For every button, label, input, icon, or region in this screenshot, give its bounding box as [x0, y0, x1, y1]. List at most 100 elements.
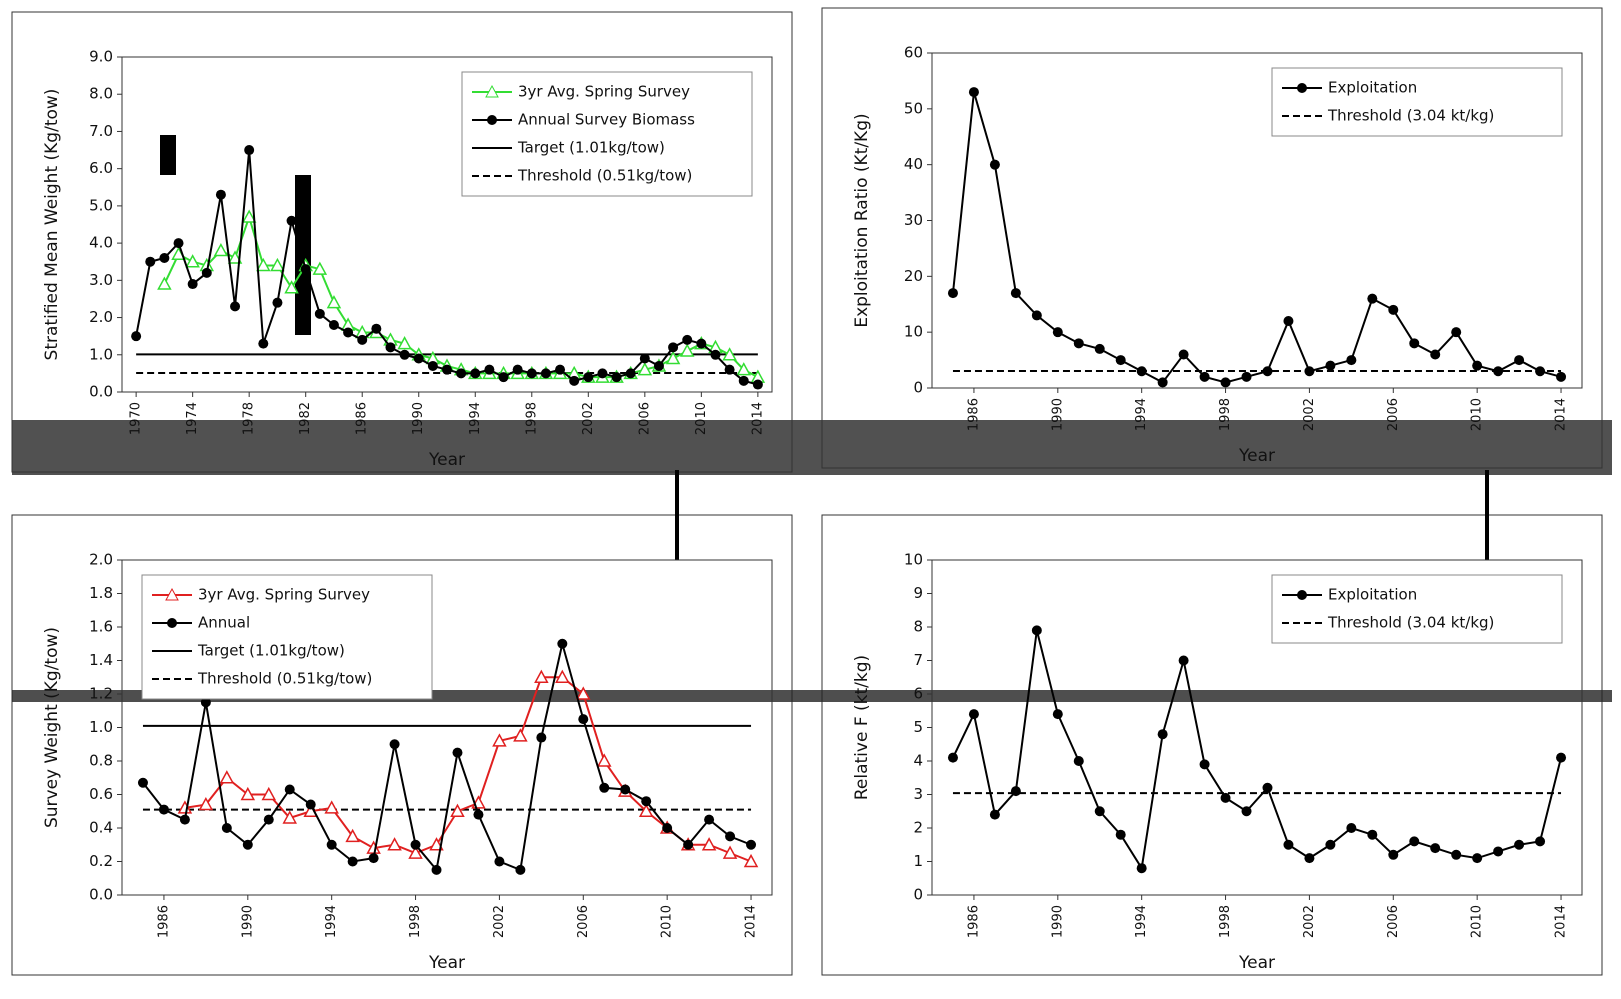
glitch-bar: [675, 470, 679, 560]
x-tick-label: 1998: [524, 402, 539, 435]
data-point: [1283, 840, 1293, 850]
data-point: [1388, 305, 1398, 315]
data-point: [1116, 830, 1126, 840]
data-point: [1137, 366, 1147, 376]
data-point: [527, 368, 537, 378]
legend-label: Threshold (0.51kg/tow): [517, 167, 692, 185]
y-tick-label: 1.2: [89, 685, 113, 703]
glitch-bar: [1485, 470, 1489, 560]
x-tick-label: 2002: [1302, 905, 1317, 938]
y-tick-label: 40: [904, 155, 923, 173]
data-point: [1242, 372, 1252, 382]
x-axis-label: Year: [428, 450, 465, 470]
data-point: [230, 301, 240, 311]
x-tick-label: 2002: [581, 402, 596, 435]
data-point: [1304, 366, 1314, 376]
data-point: [583, 372, 593, 382]
x-tick-label: 2010: [1470, 398, 1485, 431]
data-point: [969, 87, 979, 97]
data-point: [513, 365, 523, 375]
y-tick-label: 2.0: [89, 308, 113, 326]
x-tick-label: 2006: [1386, 905, 1401, 938]
data-point: [264, 815, 274, 825]
x-axis-label: Year: [428, 953, 465, 973]
data-point: [557, 639, 567, 649]
data-point: [696, 339, 706, 349]
x-tick-label: 1986: [966, 905, 981, 938]
y-tick-label: 50: [904, 99, 923, 117]
x-tick-label: 2014: [1554, 398, 1569, 431]
legend-marker: [167, 618, 177, 628]
data-point: [654, 361, 664, 371]
data-point: [569, 376, 579, 386]
legend-marker: [1297, 83, 1307, 93]
y-tick-label: 10: [904, 551, 923, 569]
legend-label: 3yr Avg. Spring Survey: [518, 83, 690, 101]
data-point: [385, 342, 395, 352]
data-point: [746, 840, 756, 850]
data-point: [1158, 729, 1168, 739]
data-point: [432, 865, 442, 875]
data-point: [1493, 366, 1503, 376]
data-point: [1074, 338, 1084, 348]
legend-label: Annual Survey Biomass: [518, 111, 695, 129]
data-point: [641, 796, 651, 806]
data-point: [174, 238, 184, 248]
x-tick-label: 2002: [492, 905, 507, 938]
data-point: [1325, 840, 1335, 850]
legend-label: Target (1.01kg/tow): [197, 642, 345, 660]
data-point: [725, 831, 735, 841]
x-tick-label: 1994: [324, 905, 339, 938]
data-point: [1472, 361, 1482, 371]
data-point: [369, 853, 379, 863]
y-tick-label: 0.0: [89, 886, 113, 904]
y-tick-label: 0.8: [89, 752, 113, 770]
x-axis-label: Year: [1238, 953, 1275, 973]
x-tick-label: 1990: [1050, 905, 1065, 938]
data-point: [484, 365, 494, 375]
x-tick-label: 2014: [750, 402, 765, 435]
data-point: [244, 145, 254, 155]
data-point: [1283, 316, 1293, 326]
data-point: [1262, 366, 1272, 376]
data-point: [536, 733, 546, 743]
data-point: [1514, 840, 1524, 850]
data-point: [1242, 806, 1252, 816]
data-point: [683, 840, 693, 850]
data-point: [287, 216, 297, 226]
legend-label: Exploitation: [1328, 586, 1417, 604]
legend-label: Exploitation: [1328, 79, 1417, 97]
x-tick-label: 1998: [408, 905, 423, 938]
data-point: [948, 288, 958, 298]
data-point: [499, 372, 509, 382]
data-point: [494, 857, 504, 867]
data-point: [1388, 850, 1398, 860]
y-tick-label: 1: [913, 852, 923, 870]
y-tick-label: 0: [913, 379, 923, 397]
data-point: [1221, 377, 1231, 387]
x-tick-label: 1990: [240, 905, 255, 938]
x-tick-label: 1994: [468, 402, 483, 435]
data-point: [597, 368, 607, 378]
x-tick-label: 2014: [1554, 905, 1569, 938]
data-point: [1367, 294, 1377, 304]
data-point: [1032, 310, 1042, 320]
y-tick-label: 7: [913, 651, 923, 669]
y-tick-label: 0.0: [89, 383, 113, 401]
data-point: [555, 365, 565, 375]
x-axis-label: Year: [1238, 446, 1275, 466]
data-point: [216, 190, 226, 200]
x-tick-label: 2006: [1386, 398, 1401, 431]
data-point: [159, 805, 169, 815]
y-axis-label: Relative F (kt/kg): [852, 655, 872, 800]
glitch-bar: [295, 175, 311, 335]
y-axis-label: Exploitation Ratio (Kt/Kg): [852, 113, 872, 327]
data-point: [1535, 836, 1545, 846]
x-tick-label: 1970: [129, 402, 144, 435]
page: 0.01.02.03.04.05.06.07.08.09.01970197419…: [0, 0, 1621, 995]
data-point: [301, 264, 311, 274]
x-tick-label: 1994: [1134, 905, 1149, 938]
data-point: [348, 857, 358, 867]
data-point: [456, 368, 466, 378]
x-tick-label: 1978: [242, 402, 257, 435]
